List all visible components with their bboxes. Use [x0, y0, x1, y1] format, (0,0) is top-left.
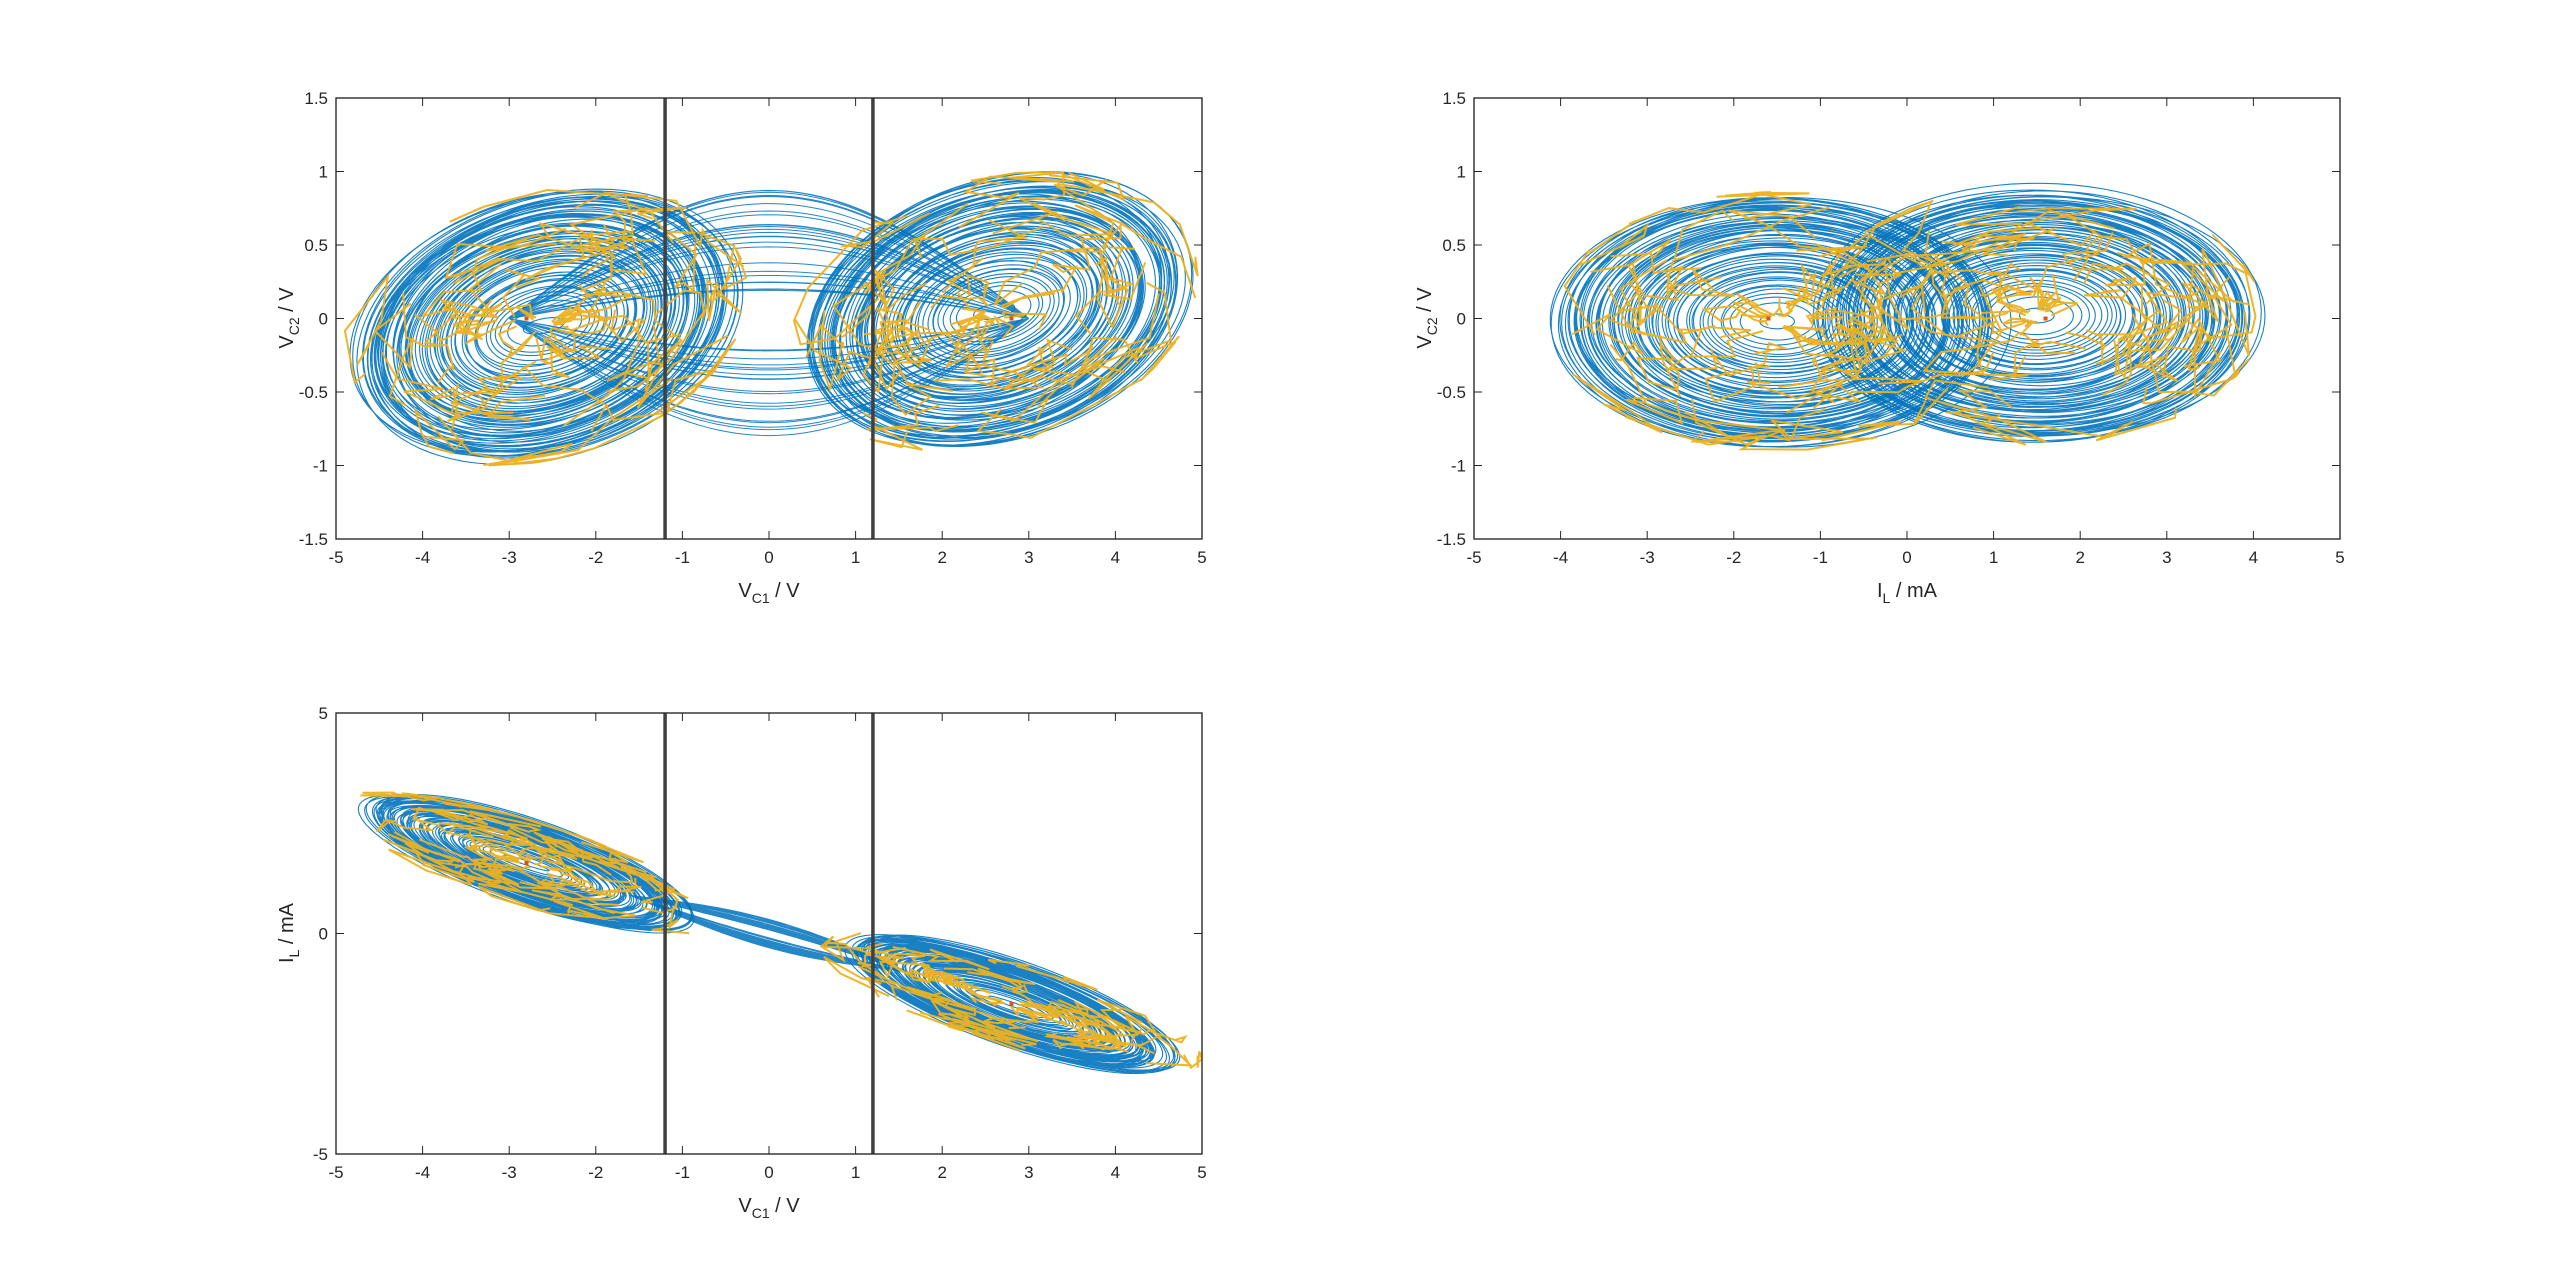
y-tick-label: 5: [319, 704, 328, 723]
overlay-series: [1563, 191, 2257, 451]
equilibrium-point-2: [2043, 316, 2048, 321]
x-tick-label: -5: [1466, 548, 1481, 567]
y-tick-label: -0.5: [299, 383, 328, 402]
trajectory-layer: [357, 713, 1202, 1154]
tick-layer: -5 -4 -3 -2 -1 0 1 2 3 4 5 -5 0 5: [313, 704, 1207, 1182]
x-tick-label: 2: [2075, 548, 2084, 567]
y-tick-label: 0.5: [1442, 236, 1466, 255]
x-axis-label: IL / mA: [1877, 580, 1938, 606]
x-tick-label: 5: [1197, 548, 1206, 567]
x-axis-label: VC1 / V: [738, 580, 800, 606]
y-tick-label: 1: [319, 163, 328, 182]
x-tick-label: -3: [502, 548, 517, 567]
trajectory-lobe-left: [349, 188, 744, 465]
x-tick-label: -4: [415, 548, 430, 567]
x-tick-label: 5: [1197, 1163, 1206, 1182]
y-tick-label: 0.5: [304, 236, 328, 255]
x-tick-label: 2: [937, 548, 946, 567]
x-tick-label: -1: [1813, 548, 1828, 567]
y-tick-label: 1.5: [1442, 89, 1466, 108]
y-tick-label: 0: [1457, 310, 1466, 329]
equilibrium-point-1: [524, 860, 529, 865]
subplot-vc1-vc2: -5 -4 -3 -2 -1 0 1 2 3 4 5 -1.5 -1 -0.5 0 0.5 1 1.5 VC1 /…: [276, 89, 1207, 606]
y-tick-label: -1.5: [299, 530, 328, 549]
x-tick-label: -4: [415, 1163, 430, 1182]
x-tick-label: -2: [1726, 548, 1741, 567]
x-tick-label: -1: [675, 548, 690, 567]
y-axis-label: VC2 / V: [276, 287, 302, 349]
equilibrium-point-1: [524, 316, 529, 321]
x-tick-label: 5: [2335, 548, 2344, 567]
y-tick-label: -0.5: [1437, 383, 1466, 402]
x-tick-label: -3: [502, 1163, 517, 1182]
y-tick-label: -5: [313, 1145, 328, 1164]
tick-layer: -5 -4 -3 -2 -1 0 1 2 3 4 5 -1.5 -1 -0.5 0 0.5 1 1.5: [299, 89, 1207, 567]
trajectory-layer: [1549, 182, 2266, 451]
x-tick-label: 2: [937, 1163, 946, 1182]
x-tick-label: -5: [328, 1163, 343, 1182]
x-tick-label: 3: [1024, 548, 1033, 567]
y-tick-label: 0: [319, 925, 328, 944]
x-tick-label: 1: [851, 548, 860, 567]
subplot-vc1-il: -5 -4 -3 -2 -1 0 1 2 3 4 5 -5 0 5 VC1 / V IL / mA: [276, 704, 1207, 1221]
plot-frame: [335, 712, 1203, 1155]
x-tick-label: -4: [1553, 548, 1568, 567]
y-tick-label: 0: [319, 310, 328, 329]
overlay-series: [360, 791, 1202, 1070]
x-axis-label: VC1 / V: [738, 1195, 800, 1221]
y-tick-label: -1: [313, 457, 328, 476]
trajectory-layer: [343, 98, 1199, 539]
x-tick-label: 0: [764, 1163, 773, 1182]
plot-frame: [1473, 97, 2341, 540]
equilibrium-point-1: [1766, 316, 1771, 321]
x-tick-label: -5: [328, 548, 343, 567]
x-tick-label: 1: [1989, 548, 1998, 567]
x-tick-label: 0: [1902, 548, 1911, 567]
x-tick-label: 4: [1111, 1163, 1120, 1182]
x-tick-label: 1: [851, 1163, 860, 1182]
x-tick-label: 3: [1024, 1163, 1033, 1182]
x-tick-label: 4: [2249, 548, 2258, 567]
x-tick-label: -1: [675, 1163, 690, 1182]
trajectory-bridge: [508, 189, 1030, 437]
subplot-il-vc2: -5 -4 -3 -2 -1 0 1 2 3 4 5 -1.5 -1 -0.5 0 0.5 1 1.5 IL / …: [1414, 89, 2345, 606]
x-tick-label: -3: [1640, 548, 1655, 567]
y-tick-label: 1: [1457, 163, 1466, 182]
y-tick-label: -1: [1451, 457, 1466, 476]
plot-frame: [335, 97, 1203, 540]
x-tick-label: 3: [2162, 548, 2171, 567]
x-tick-label: 4: [1111, 548, 1120, 567]
x-tick-label: -2: [588, 548, 603, 567]
x-tick-label: 0: [764, 548, 773, 567]
y-tick-label: -1.5: [1437, 530, 1466, 549]
equilibrium-point-2: [1009, 1002, 1014, 1007]
trajectory-bridge: [630, 894, 908, 973]
x-tick-label: -2: [588, 1163, 603, 1182]
y-tick-label: 1.5: [304, 89, 328, 108]
y-axis-label: VC2 / V: [1414, 287, 1440, 349]
y-axis-label: IL / mA: [276, 902, 302, 963]
equilibrium-point-2: [1009, 316, 1014, 321]
plot-area: [335, 712, 1203, 1155]
